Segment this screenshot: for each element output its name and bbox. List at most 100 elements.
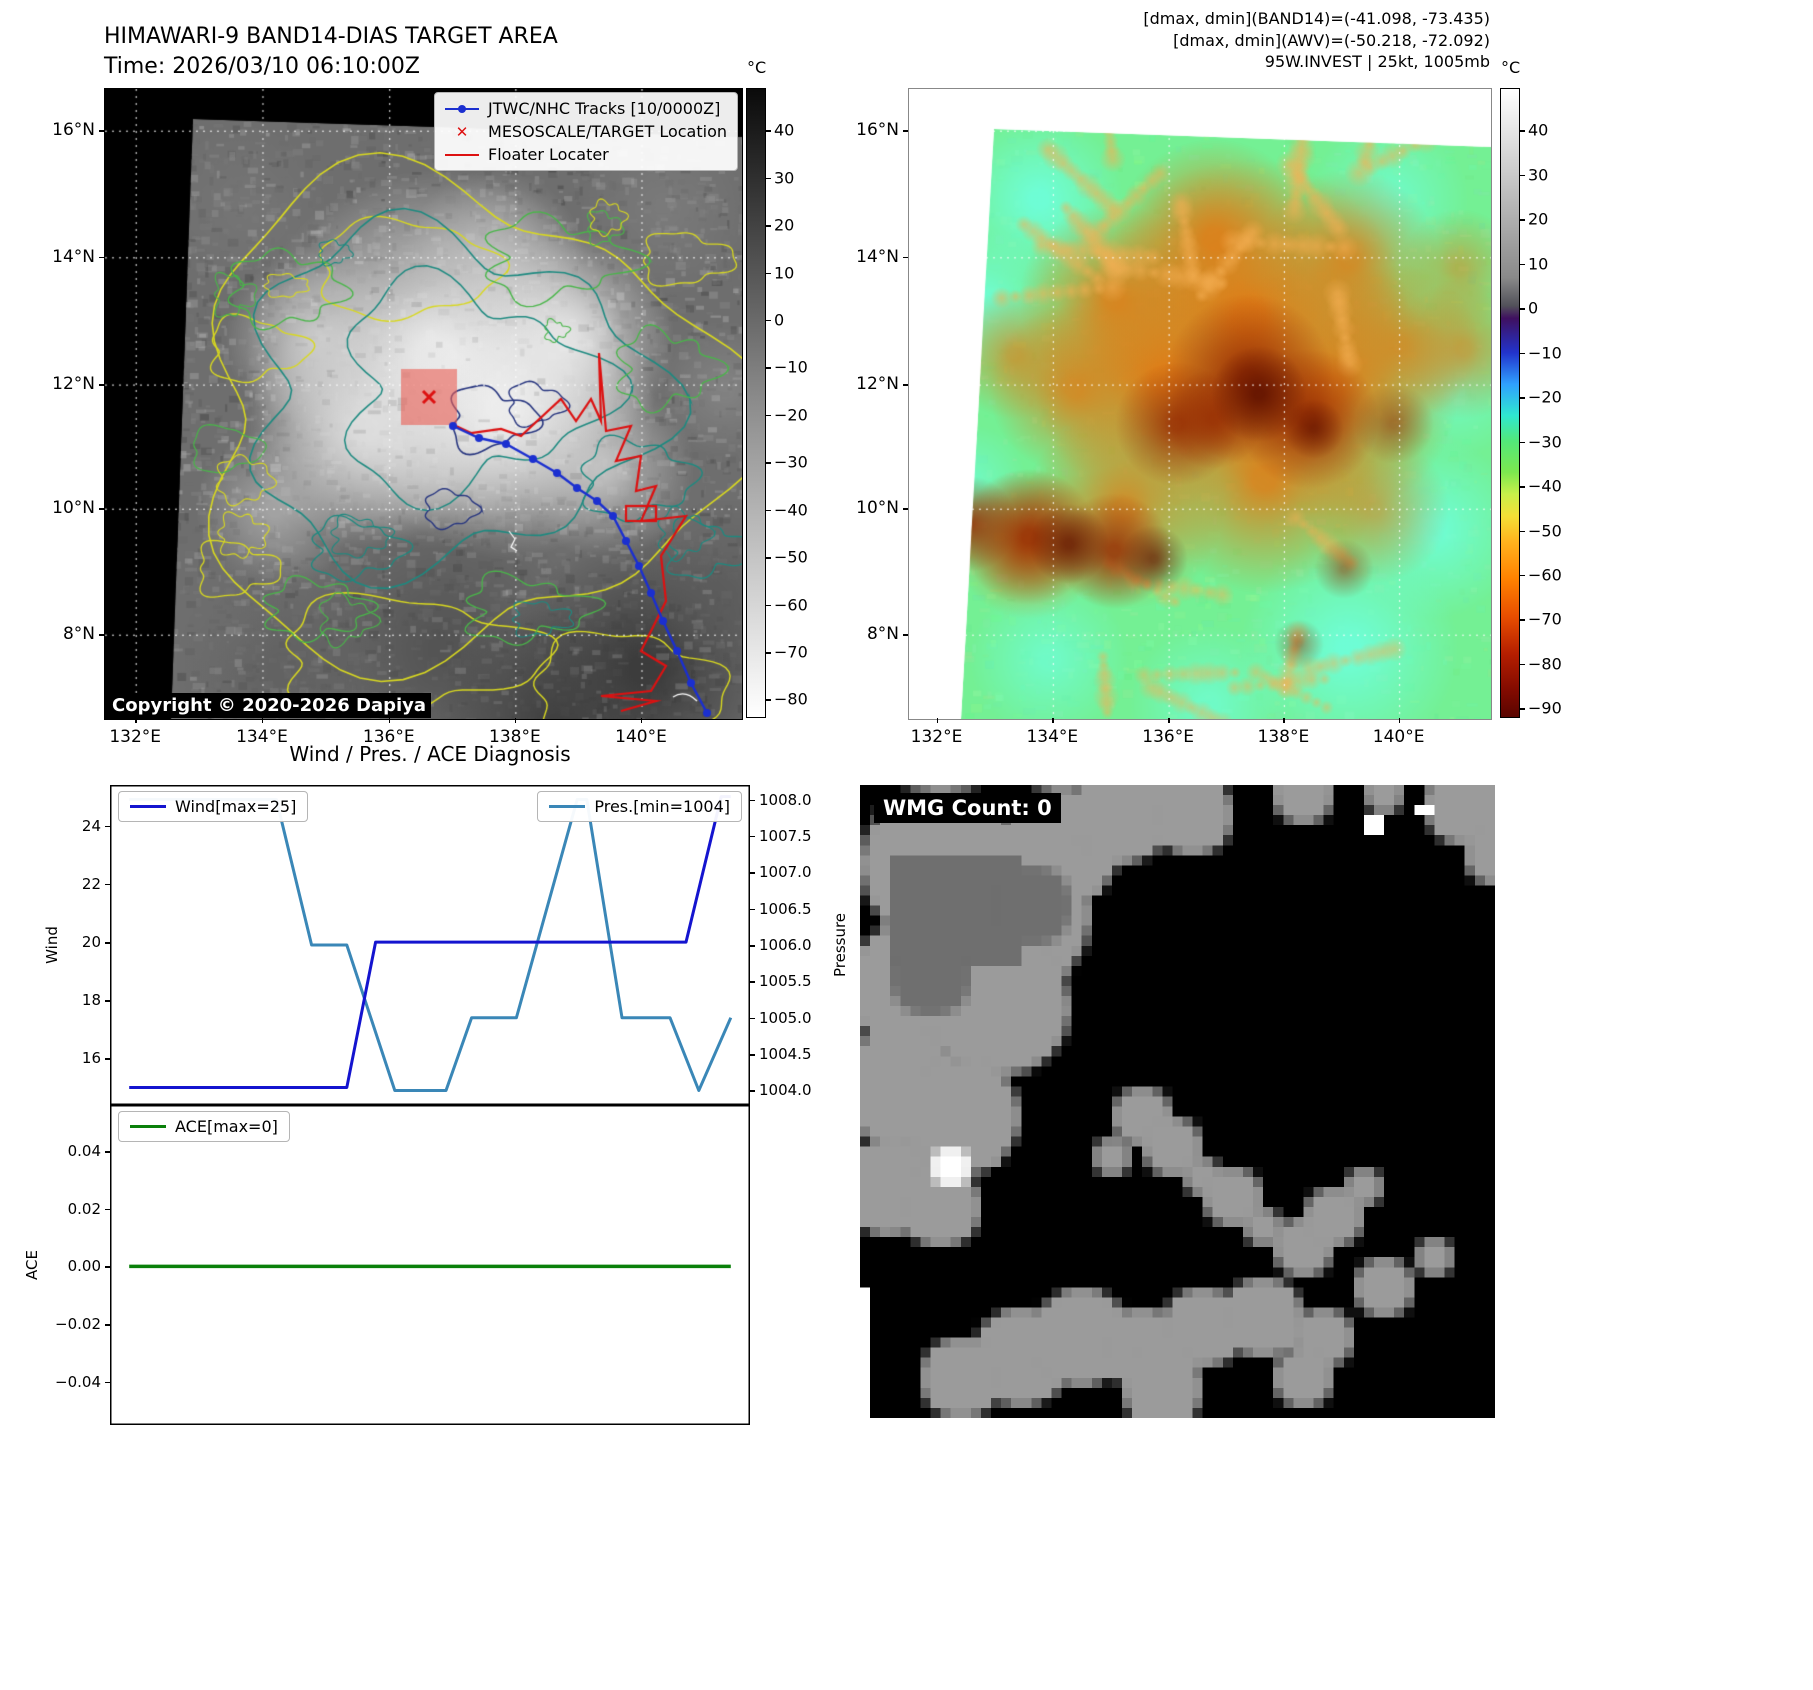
band14-colorbar-tick: 20 — [774, 215, 795, 235]
band14-y-tickmark — [99, 508, 104, 510]
band14-colorbar-tick: −60 — [774, 595, 808, 615]
awv-colorbar-tick: −80 — [1528, 654, 1562, 674]
band14-colorbar-tickmark — [766, 509, 771, 512]
awv-header-line-invest: 95W.INVEST | 25kt, 1005mb — [1264, 52, 1490, 72]
band14-title: HIMAWARI-9 BAND14-DIAS TARGET AREA — [104, 24, 558, 49]
band14-colorbar-unit: °C — [747, 58, 767, 77]
awv-colorbar-tick: 30 — [1528, 165, 1549, 185]
pressure-y-tick: 1004.0 — [759, 1081, 812, 1100]
target-x-marker: ✕ — [455, 122, 469, 141]
awv-colorbar-tick: −70 — [1528, 609, 1562, 629]
awv-colorbar-tickmark — [1520, 619, 1525, 621]
awv-colorbar-tickmark — [1520, 263, 1525, 266]
ace-y-tick-mark — [105, 1266, 110, 1268]
awv-colorbar-tickmark — [1520, 486, 1525, 488]
awv-colorbar-tickmark — [1520, 530, 1525, 532]
awv-colorbar-unit: °C — [1501, 58, 1521, 77]
band14-colorbar-tickmark — [766, 225, 771, 227]
wind-legend-label: Wind[max=25] — [175, 797, 297, 816]
awv-colorbar-tick: 10 — [1528, 254, 1549, 274]
ace-y-tick-mark — [105, 1208, 110, 1211]
band14-y-tick: 10°N — [52, 498, 95, 519]
wind-axis-label: Wind — [43, 926, 61, 964]
awv-colorbar-tickmark — [1520, 352, 1525, 355]
awv-colorbar-tick: −10 — [1528, 343, 1562, 363]
band14-x-tick: 132°E — [109, 727, 162, 747]
awv-colorbar-tickmark — [1520, 219, 1525, 221]
pressure-y-tick: 1005.0 — [759, 1008, 812, 1027]
wind-legend: Wind[max=25] — [118, 791, 309, 822]
band14-time: Time: 2026/03/10 06:10:00Z — [104, 53, 420, 79]
pressure-y-tick-mark — [750, 981, 755, 983]
pressure-y-tick-mark — [750, 908, 755, 911]
wind-line-marker — [130, 805, 166, 808]
ace-chart — [110, 1105, 750, 1425]
band14-colorbar-tickmark — [766, 699, 771, 701]
awv-colorbar-tick: 0 — [1528, 298, 1539, 318]
awv-x-tickmark — [1283, 718, 1285, 723]
band14-x-tickmark — [135, 718, 137, 723]
floater-line-marker — [445, 148, 480, 162]
band14-colorbar-tickmark — [766, 272, 771, 275]
band14-title-block: HIMAWARI-9 BAND14-DIAS TARGET AREA Time:… — [104, 22, 558, 81]
awv-colorbar-tick: −20 — [1528, 387, 1562, 407]
legend-row-jtwc: JTWC/NHC Tracks [10/0000Z] — [445, 99, 727, 118]
awv-y-tick: 12°N — [856, 374, 899, 395]
awv-y-tickmark — [903, 256, 908, 259]
awv-y-tick: 8°N — [866, 624, 899, 645]
band14-colorbar-tickmark — [766, 177, 771, 180]
wind-y-tick: 24 — [81, 816, 101, 835]
awv-colorbar-tickmark — [1520, 574, 1525, 577]
awv-colorbar-tick: −60 — [1528, 565, 1562, 585]
ace-y-tick: 0.00 — [67, 1257, 101, 1276]
band14-colorbar-tick: 10 — [774, 263, 795, 283]
band14-colorbar-tickmark — [766, 319, 771, 322]
wind-y-tick: 20 — [81, 933, 101, 952]
band14-y-tickmark — [99, 130, 104, 132]
awv-colorbar-tickmark — [1520, 130, 1525, 132]
band14-x-tick: 136°E — [362, 727, 415, 747]
awv-colorbar-tick: −90 — [1528, 698, 1562, 718]
band14-colorbar-tickmark — [766, 130, 771, 132]
awv-header-line-band14: [dmax, dmin](BAND14)=(-41.098, -73.435) — [1143, 9, 1490, 28]
band14-colorbar-tick: 30 — [774, 168, 795, 188]
copyright-label: Copyright © 2020-2026 Dapiya — [107, 693, 432, 718]
band14-satellite-image — [104, 88, 743, 720]
awv-x-tickmark — [936, 718, 939, 723]
awv-x-tick: 132°E — [910, 727, 963, 747]
band14-colorbar-tick: 0 — [774, 310, 785, 330]
awv-header: [dmax, dmin](BAND14)=(-41.098, -73.435) … — [1143, 8, 1490, 73]
wind-y-tick: 16 — [81, 1049, 101, 1068]
wind-y-tick-mark — [105, 1058, 110, 1060]
band14-colorbar — [746, 88, 766, 718]
pressure-y-tick: 1007.5 — [759, 826, 812, 845]
awv-y-tickmark — [903, 130, 908, 132]
band14-colorbar-tickmark — [766, 462, 771, 464]
band14-y-tickmark — [99, 256, 104, 259]
band14-y-tickmark — [99, 634, 104, 636]
ace-axis-label: ACE — [23, 1250, 41, 1280]
ace-y-tick: −0.04 — [55, 1372, 101, 1391]
ace-y-tick-mark — [105, 1381, 110, 1384]
ace-y-tick: 0.04 — [67, 1142, 101, 1161]
pressure-y-tick: 1004.5 — [759, 1045, 812, 1064]
wind-y-tick-mark — [105, 942, 110, 944]
band14-colorbar-tickmark — [766, 652, 771, 654]
awv-colorbar-tick: −40 — [1528, 476, 1562, 496]
wind-y-tick: 18 — [81, 991, 101, 1010]
band14-map-legend: JTWC/NHC Tracks [10/0000Z] ✕ MESOSCALE/T… — [434, 92, 738, 171]
awv-x-tickmark — [1052, 718, 1054, 723]
pressure-legend-label: Pres.[min=1004] — [594, 797, 730, 816]
awv-colorbar-tick: 20 — [1528, 209, 1549, 229]
ace-y-tick-mark — [105, 1324, 110, 1326]
awv-y-tickmark — [903, 508, 908, 510]
band14-colorbar-tickmark — [766, 414, 771, 417]
ace-y-tick-mark — [105, 1151, 110, 1153]
band14-colorbar-tick: −80 — [774, 689, 808, 709]
band14-x-tick: 134°E — [236, 727, 288, 747]
awv-x-tick: 134°E — [1026, 727, 1079, 747]
pressure-y-tick-mark — [750, 1090, 755, 1092]
wind-y-tick: 22 — [81, 874, 101, 893]
wmg-count-label: WMG Count: 0 — [874, 793, 1061, 823]
